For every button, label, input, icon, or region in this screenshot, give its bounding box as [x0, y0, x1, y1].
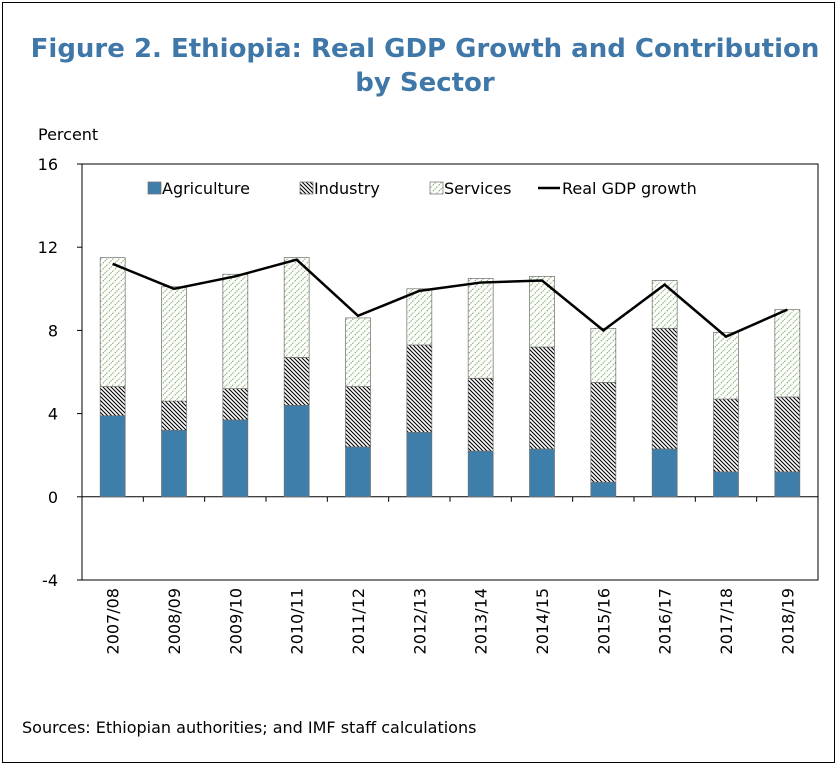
x-tick-label: 2017/18 [717, 588, 736, 654]
bar-industry [222, 388, 249, 421]
bar-agriculture [161, 429, 187, 498]
legend-swatch-industry [299, 181, 314, 195]
bar-agriculture [651, 448, 678, 498]
bar-services [283, 257, 310, 358]
x-tick-label: 2016/17 [656, 588, 675, 654]
x-tick-label: 2012/13 [410, 588, 429, 654]
x-tick-label: 2008/09 [165, 588, 184, 654]
bar-industry [467, 377, 494, 452]
y-tick-label: 4 [48, 405, 58, 424]
bar-industry [345, 386, 371, 448]
bar-industry [406, 344, 433, 433]
bar-industry [283, 357, 310, 406]
bar-agriculture [529, 448, 555, 498]
bar-services [590, 327, 617, 383]
legend-label: Agriculture [162, 179, 250, 198]
y-axis-label: Percent [38, 125, 98, 144]
legend-label: Services [444, 179, 511, 198]
bar-industry [529, 346, 555, 450]
bar-agriculture [774, 471, 801, 498]
bar-services [529, 275, 555, 348]
legend-label: Real GDP growth [562, 179, 697, 198]
bar-services [651, 280, 678, 329]
bar-agriculture [590, 481, 617, 498]
bar-agriculture [222, 419, 249, 498]
bar-agriculture [99, 415, 126, 498]
source-note: Sources: Ethiopian authorities; and IMF … [22, 718, 477, 737]
bar-industry [651, 327, 678, 450]
bar-services [406, 288, 433, 346]
x-tick-label: 2009/10 [226, 588, 245, 654]
bar-services [713, 332, 739, 400]
x-tick-label: 2014/15 [533, 588, 552, 654]
y-tick-label: 16 [38, 155, 58, 174]
bar-industry [99, 386, 126, 417]
bar-services [345, 317, 371, 387]
x-tick-label: 2007/08 [104, 588, 123, 654]
bar-services [774, 309, 801, 398]
y-tick-label: 12 [38, 238, 58, 257]
x-tick-label: 2010/11 [288, 588, 307, 654]
bar-industry [590, 382, 617, 483]
bar-services [99, 257, 126, 387]
bar-agriculture [283, 404, 310, 498]
legend-swatch-agriculture [147, 181, 162, 195]
bar-industry [161, 400, 187, 431]
plot-border [81, 163, 819, 581]
bar-services [222, 273, 249, 389]
line-real-gdp-growth [112, 258, 788, 339]
x-tick-label: 2011/12 [349, 588, 368, 654]
x-tick-label: 2015/16 [594, 588, 613, 654]
bar-agriculture [345, 446, 371, 498]
y-tick-label: 0 [48, 488, 58, 507]
bar-agriculture [406, 431, 433, 498]
bar-services [161, 286, 187, 402]
bar-industry [774, 396, 801, 473]
bar-services [467, 278, 494, 379]
x-tick-label: 2018/19 [778, 588, 797, 654]
legend-label: Industry [314, 179, 380, 198]
legend-swatch-services [429, 181, 444, 195]
y-tick-label: -4 [42, 571, 58, 590]
bar-industry [713, 398, 739, 473]
bar-agriculture [713, 471, 739, 498]
y-tick-label: 8 [48, 321, 58, 340]
bar-agriculture [467, 450, 494, 498]
chart-title: Figure 2. Ethiopia: Real GDP Growth and … [30, 34, 820, 98]
x-tick-label: 2013/14 [472, 588, 491, 654]
